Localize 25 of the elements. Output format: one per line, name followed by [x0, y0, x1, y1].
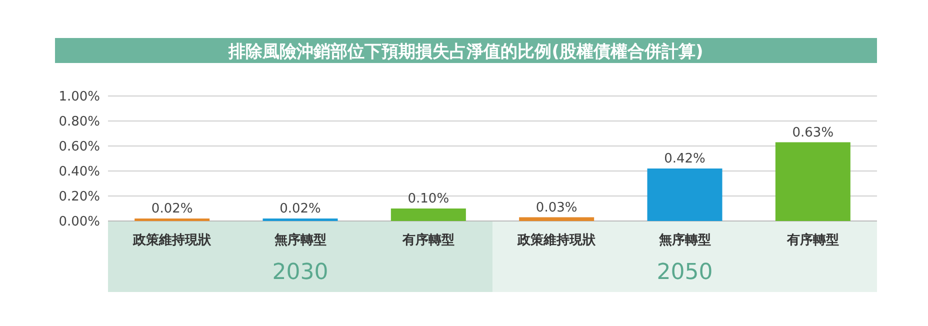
text: 2030 — [272, 260, 328, 285]
x-tick-label: 有序轉型 — [401, 232, 454, 248]
data-label: 0.10% — [408, 192, 450, 206]
x-tick-label: 政策維持現狀 — [132, 233, 212, 248]
data-label: 0.02% — [280, 202, 321, 216]
data-label: 0.02% — [151, 202, 193, 216]
data-label: 0.03% — [536, 200, 578, 216]
data-label: 0.42% — [664, 152, 706, 166]
y-tick-label: 0.40% — [58, 164, 100, 180]
bar — [647, 168, 722, 221]
bar — [775, 142, 850, 221]
x-tick-label: 有序轉型 — [786, 232, 839, 248]
x-tick-label: 無序轉型 — [273, 232, 326, 248]
bar — [519, 217, 594, 221]
x-tick-label: 政策維持現狀 — [516, 233, 597, 248]
bar — [390, 208, 466, 221]
text: 2050 — [656, 260, 713, 285]
y-tick-label: 0.80% — [58, 114, 100, 130]
y-tick-label: 1.00% — [58, 90, 100, 104]
chart-title: 排除風險沖銷部位下預期損失占淨值的比例(股權債權合併計算) — [228, 42, 704, 62]
x-tick-label: 無序轉型 — [658, 232, 711, 248]
y-tick-label: 0.60% — [58, 140, 100, 154]
y-tick-label: 0.00% — [58, 214, 100, 230]
data-label: 0.63% — [792, 125, 834, 140]
y-tick-label: 0.20% — [58, 190, 100, 204]
